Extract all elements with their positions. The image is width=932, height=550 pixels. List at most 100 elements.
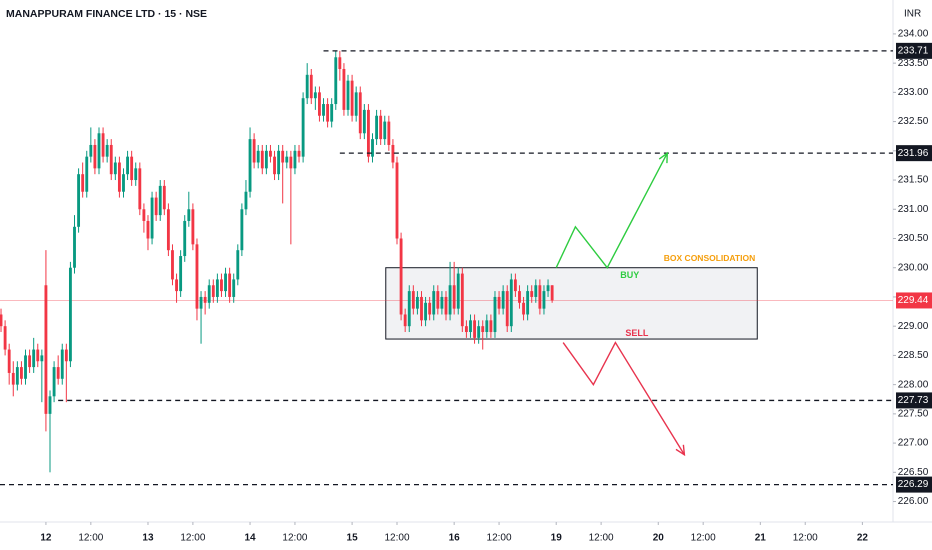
candle-body <box>60 349 64 379</box>
candle-body <box>77 174 81 227</box>
candle-body <box>109 144 113 175</box>
candle-body <box>456 273 460 309</box>
candle-body <box>171 250 174 280</box>
candle-body <box>3 326 7 350</box>
candle-body <box>501 291 505 309</box>
candle-body <box>81 174 85 192</box>
box-label: BOX CONSOLIDATION <box>664 253 755 263</box>
x-tick-label: 22 <box>857 533 869 544</box>
candle-body <box>154 197 158 216</box>
x-tick-label: 21 <box>755 533 767 544</box>
candle-body <box>432 291 436 315</box>
candle-body <box>73 226 76 268</box>
candle-body <box>477 326 481 338</box>
candle-body <box>175 279 178 292</box>
candle-body <box>183 220 187 257</box>
scenario-label: SELL <box>625 328 649 338</box>
candle-body <box>281 150 285 163</box>
candle-body <box>260 150 264 169</box>
candle-body <box>334 57 338 105</box>
candle-body <box>542 291 546 309</box>
y-tick-label: 230.00 <box>898 262 929 273</box>
candle-body <box>150 197 154 239</box>
candle-body <box>240 209 244 251</box>
candle-body <box>301 98 305 157</box>
consolidation-box <box>385 267 758 340</box>
x-tick-label: 13 <box>142 533 154 544</box>
candle-body <box>101 133 105 157</box>
candle-body <box>387 121 391 145</box>
candle-body <box>452 285 456 309</box>
candle-body <box>375 115 379 140</box>
candle-body <box>354 92 358 116</box>
candle-body <box>550 285 554 301</box>
candle-body <box>97 133 101 169</box>
candle-body <box>44 285 48 414</box>
y-tick-label: 227.00 <box>898 438 929 449</box>
candle-body <box>493 296 497 333</box>
x-tick-label: 15 <box>347 533 359 544</box>
candle-body <box>134 168 138 181</box>
candle-body <box>20 367 23 379</box>
y-tick-label: 231.00 <box>898 204 929 215</box>
candle-body <box>126 156 130 175</box>
candle-body <box>0 314 3 327</box>
candle-body <box>273 156 276 175</box>
candle-body <box>518 291 521 303</box>
candle-body <box>146 220 150 239</box>
candle-body <box>187 209 191 221</box>
candle-body <box>326 104 330 122</box>
candle-body <box>220 279 223 292</box>
y-tick-label: 232.50 <box>898 116 929 127</box>
arrow-head <box>658 151 668 164</box>
candle-body <box>264 150 268 169</box>
y-tick-label: 226.50 <box>898 467 929 478</box>
candle-body <box>383 121 387 140</box>
y-tick-label: 227.50 <box>898 408 929 419</box>
candle-body <box>407 291 411 327</box>
scenario-path <box>555 152 668 270</box>
candle-body <box>24 355 27 379</box>
candle-body <box>362 109 366 134</box>
level-tag <box>896 145 932 162</box>
chart-title: MANAPPURAM FINANCE LTD · 15 · NSE <box>6 8 207 20</box>
last-price-label: 229.44 <box>898 295 929 306</box>
x-tick-label: 12:00 <box>180 533 205 544</box>
candle-body <box>305 74 309 99</box>
y-tick-label: 226.00 <box>898 496 929 507</box>
candle-body <box>399 238 403 315</box>
x-tick-label: 12:00 <box>487 533 512 544</box>
candle-body <box>105 144 109 157</box>
candle-body <box>93 144 97 169</box>
candle-body <box>534 285 538 297</box>
candle-body <box>460 273 464 327</box>
candle-body <box>122 174 125 192</box>
candle-body <box>538 285 542 309</box>
level-tag-label: 233.71 <box>898 45 929 56</box>
scenario-label: BUY <box>620 270 639 280</box>
candle-body <box>444 296 448 315</box>
candle-body <box>36 349 40 362</box>
candle-body <box>489 320 493 333</box>
candle-body <box>56 367 60 379</box>
x-tick-label: 12:00 <box>78 533 103 544</box>
y-tick-label: 228.00 <box>898 379 929 390</box>
candle-body <box>313 92 317 99</box>
candle-body <box>244 191 248 210</box>
y-tick-label: 228.50 <box>898 350 929 361</box>
scenario-path <box>562 341 685 456</box>
y-tick-label: 233.50 <box>898 58 929 69</box>
level-tag <box>896 476 932 493</box>
y-tick-label: 229.00 <box>898 321 929 332</box>
candle-body <box>436 291 440 309</box>
candle-body <box>252 139 256 163</box>
x-tick-label: 12:00 <box>282 533 307 544</box>
candle-body <box>215 279 219 297</box>
candle-body <box>366 109 370 157</box>
candle-body <box>11 372 15 385</box>
candle-body <box>228 273 232 297</box>
candle-body <box>179 256 183 292</box>
candle-body <box>371 139 374 157</box>
x-tick-label: 19 <box>551 533 563 544</box>
candle-body <box>530 291 534 297</box>
